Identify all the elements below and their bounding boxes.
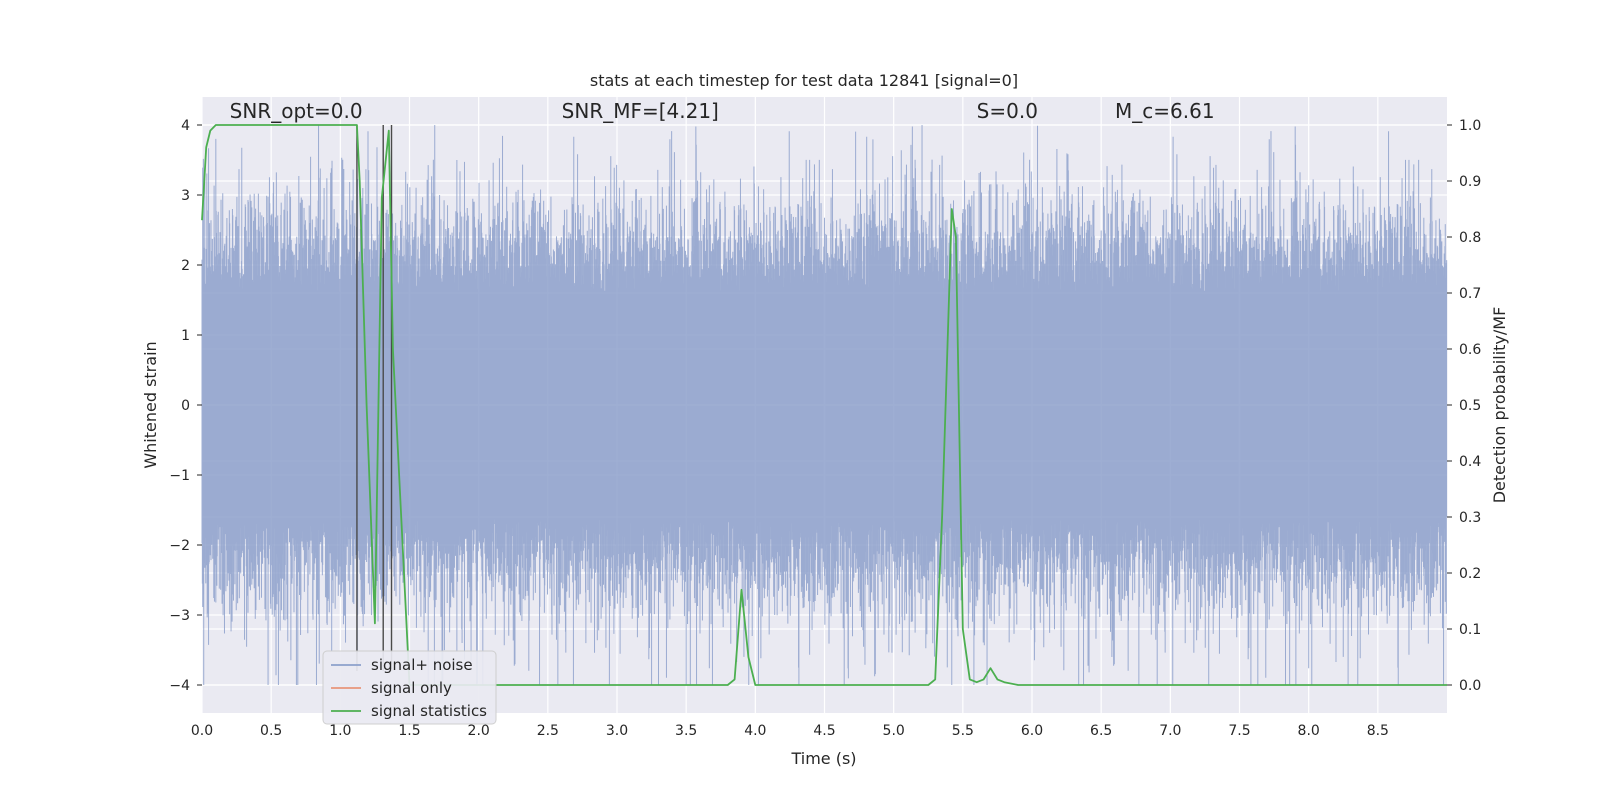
statistics-line — [201, 124, 1447, 686]
y2-tick-label: 1.0 — [1459, 118, 1481, 134]
x-tick-label: 4.5 — [813, 723, 835, 739]
y2-tick-label: 0.0 — [1459, 678, 1481, 694]
y2-tick-label: 0.7 — [1459, 286, 1481, 302]
y2-tick-label: 0.8 — [1459, 230, 1481, 246]
y-tick-label: −2 — [169, 538, 190, 554]
chart-title: stats at each timestep for test data 128… — [590, 71, 1018, 90]
annotations: SNR_opt=0.0 SNR_MF=[4.21] S=0.0 M_c=6.61 — [230, 99, 1215, 123]
y-axis-title: Whitened strain — [141, 341, 160, 468]
x-axis-ticks: 0.0 0.5 1.0 1.5 2.0 2.5 3.0 3.5 4.0 4.5 5.0 5.5 6.0 6… — [191, 723, 1389, 739]
x-tick-label: 7.5 — [1228, 723, 1250, 739]
x-tick-label: 1.0 — [329, 723, 351, 739]
x-tick-label: 3.5 — [675, 723, 697, 739]
x-tick-label: 6.5 — [1090, 723, 1112, 739]
x-axis-title: Time (s) — [790, 749, 856, 768]
annotation-snr-opt: SNR_opt=0.0 — [230, 99, 363, 123]
legend-label: signal+ noise — [371, 656, 473, 674]
y2-tick-label: 0.2 — [1459, 566, 1481, 582]
signal-statistics-series — [201, 124, 1447, 686]
x-tick-label: 0.0 — [191, 723, 213, 739]
y2-tick-label: 0.6 — [1459, 342, 1481, 358]
x-tick-label: 6.0 — [1021, 723, 1043, 739]
y-tick-label: −1 — [169, 468, 190, 484]
signal-noise-series — [201, 125, 1448, 685]
legend: signal+ noise signal only signal statistic… — [322, 650, 497, 725]
legend-label: signal only — [371, 679, 452, 697]
y2-tick-label: 0.9 — [1459, 174, 1481, 190]
x-tick-label: 3.0 — [606, 723, 628, 739]
legend-box — [322, 650, 497, 725]
y2-tick-label: 0.4 — [1459, 454, 1481, 470]
x-tick-label: 5.0 — [883, 723, 905, 739]
x-tick-label: 8.5 — [1367, 723, 1389, 739]
y-tick-label: −4 — [169, 678, 190, 694]
x-tick-label: 7.0 — [1159, 723, 1181, 739]
x-tick-label: 2.0 — [468, 723, 490, 739]
noise-trace — [201, 125, 1448, 685]
y2-tick-label: 0.1 — [1459, 622, 1481, 638]
y2-tick-label: 0.3 — [1459, 510, 1481, 526]
x-tick-label: 5.5 — [952, 723, 974, 739]
annotation-mc: M_c=6.61 — [1115, 99, 1215, 123]
x-tick-label: 8.0 — [1298, 723, 1320, 739]
annotation-s-stat: S=0.0 — [977, 99, 1038, 123]
y2-axis-title: Detection probability/MF — [1490, 307, 1509, 504]
y2-tick-label: 0.5 — [1459, 398, 1481, 414]
y-tick-label: 0 — [181, 398, 190, 414]
y-tick-label: 1 — [181, 328, 190, 344]
y-tick-label: 4 — [181, 118, 190, 134]
y-tick-label: −3 — [169, 608, 190, 624]
vertical-markers — [356, 125, 393, 671]
x-tick-label: 1.5 — [398, 723, 420, 739]
y2-axis-ticks: 0.0 0.1 0.2 0.3 0.4 0.5 0.6 0.7 0.8 0.9 1.0 — [1447, 118, 1481, 694]
x-tick-label: 2.5 — [537, 723, 559, 739]
y-tick-label: 3 — [181, 188, 190, 204]
annotation-snr-mf: SNR_MF=[4.21] — [562, 99, 719, 123]
x-tick-label: 0.5 — [260, 723, 282, 739]
y-tick-label: 2 — [181, 258, 190, 274]
y-axis-ticks: −4 −3 −2 −1 0 1 2 3 4 — [169, 118, 202, 694]
legend-label: signal statistics — [371, 702, 487, 720]
x-tick-label: 4.0 — [744, 723, 766, 739]
